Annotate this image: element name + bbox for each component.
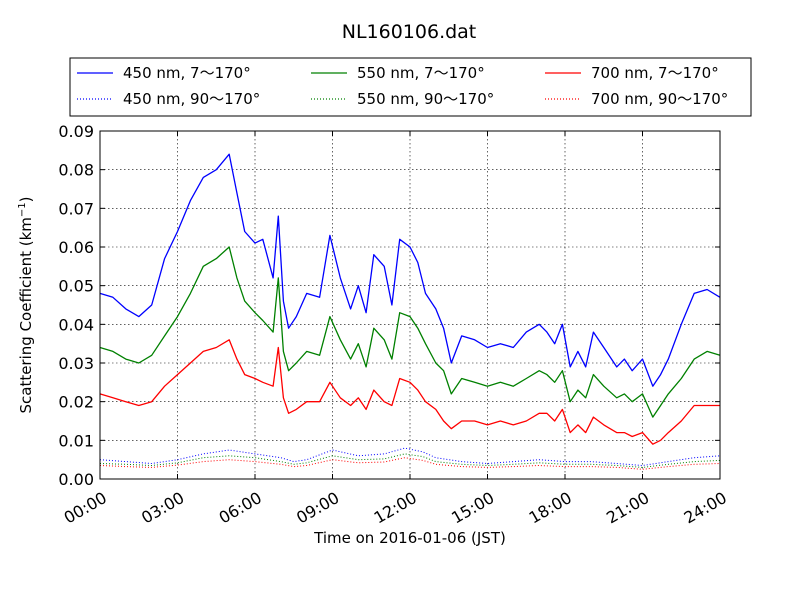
- legend-label-2: 550 nm, 7～170°: [357, 64, 485, 82]
- x-tick-label: 24:00: [681, 488, 730, 528]
- legend-label-0: 450 nm, 7～170°: [123, 64, 251, 82]
- y-tick-label: 0.07: [58, 199, 94, 218]
- series-line-5: [99, 457, 721, 470]
- y-tick-label: 0.04: [58, 315, 94, 334]
- legend-label-4: 700 nm, 7～170°: [591, 64, 719, 82]
- y-tick-label: 0.03: [58, 354, 94, 373]
- series-line-1: [99, 447, 721, 466]
- y-tick-label: 0.09: [58, 122, 94, 141]
- grid-lines: [100, 131, 720, 479]
- y-axis-label-main: Scattering Coefficient (km: [17, 217, 35, 413]
- y-axis-label-end: ): [17, 196, 35, 202]
- legend-label-1: 450 nm, 90～170°: [123, 90, 260, 108]
- x-axis-label: Time on 2016-01-06 (JST): [313, 529, 506, 547]
- x-tick-label: 18:00: [526, 488, 575, 528]
- series-lines: [99, 153, 721, 470]
- y-tick-label: 0.08: [58, 161, 94, 180]
- y-axis-label-superscript: −1: [17, 202, 28, 217]
- y-tick-label: 0.02: [58, 393, 94, 412]
- x-tick-label: 00:00: [61, 488, 110, 528]
- chart-title: NL160106.dat: [342, 21, 477, 43]
- y-tick-label: 0.00: [58, 470, 94, 489]
- series-line-0: [99, 153, 721, 387]
- x-tick-label: 21:00: [603, 488, 652, 528]
- y-tick-labels: 0.00 0.01 0.02 0.03 0.04 0.05 0.06 0.07 0.08 0.09: [58, 122, 94, 489]
- x-tick-label: 03:00: [138, 488, 187, 528]
- y-axis-label: Scattering Coefficient (km−1): [17, 196, 35, 413]
- y-tick-label: 0.06: [58, 238, 94, 257]
- series-line-2: [99, 246, 721, 418]
- y-tick-label: 0.05: [58, 277, 94, 296]
- x-tick-label: 12:00: [371, 488, 420, 528]
- legend-box: [69, 57, 752, 117]
- x-tick-label: 06:00: [216, 488, 265, 528]
- x-tick-label: 15:00: [448, 488, 497, 528]
- axis-ticks: [99, 130, 721, 480]
- x-tick-label: 09:00: [293, 488, 342, 528]
- y-tick-label: 0.01: [58, 431, 94, 450]
- legend-label-3: 550 nm, 90～170°: [357, 90, 494, 108]
- series-line-4: [99, 339, 720, 445]
- plot-area: [100, 131, 720, 479]
- legend-label-5: 700 nm, 90～170°: [591, 90, 728, 108]
- legend: 450 nm, 7～170° 450 nm, 90～170° 550 nm, 7～1…: [77, 64, 728, 108]
- x-tick-labels: 00:00 03:00 06:00 09:00 12:00 15:00 18:00 21:00…: [61, 488, 730, 528]
